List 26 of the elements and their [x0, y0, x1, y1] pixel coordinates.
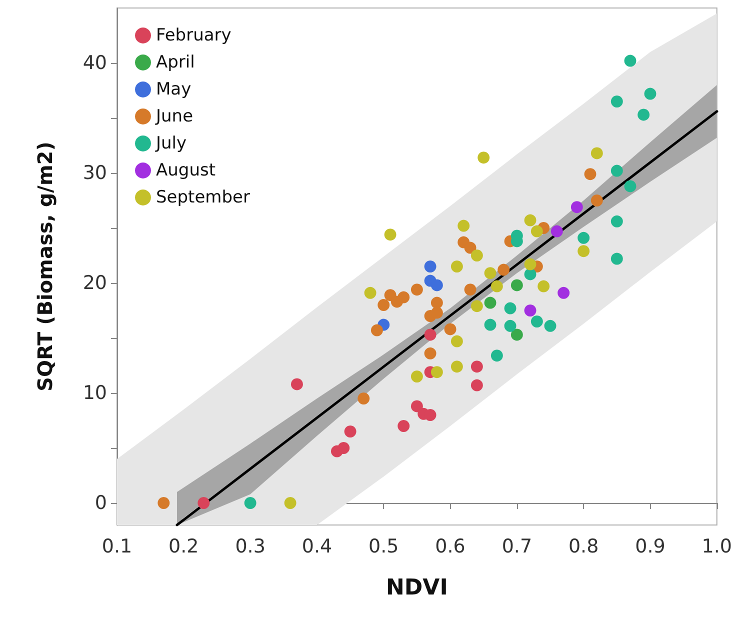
y-tick-label: 10 — [82, 382, 107, 404]
legend-label: July — [155, 134, 187, 154]
y-tick-label: 20 — [82, 272, 107, 294]
point — [610, 96, 623, 108]
y-axis-title: SQRT (Biomass, g/m2) — [33, 142, 57, 392]
x-tick-label: 0.1 — [102, 536, 132, 558]
x-tick-label: 0.2 — [168, 536, 199, 558]
x-tick-label: 0.4 — [302, 536, 332, 558]
x-axis-title: NDVI — [386, 576, 448, 600]
x-tick-label: 0.9 — [635, 536, 666, 558]
point — [644, 88, 656, 100]
x-tick-label: 0.6 — [435, 536, 466, 558]
x-tick-label: 0.8 — [568, 536, 599, 558]
y-tick-label: 0 — [94, 492, 107, 514]
y-tick-label: 40 — [82, 52, 107, 74]
point — [624, 54, 636, 67]
point — [158, 497, 170, 509]
legend-label: June — [155, 106, 194, 126]
y-tick-label: 30 — [82, 162, 107, 184]
x-tick-label: 0.7 — [502, 536, 532, 558]
x-tick-label: 0.5 — [368, 536, 399, 558]
legend-label: May — [156, 80, 192, 100]
x-tick-label: 1.0 — [702, 536, 732, 558]
x-tick-label: 0.3 — [235, 536, 266, 558]
legend-label: April — [156, 52, 195, 72]
legend-label: February — [156, 26, 232, 46]
